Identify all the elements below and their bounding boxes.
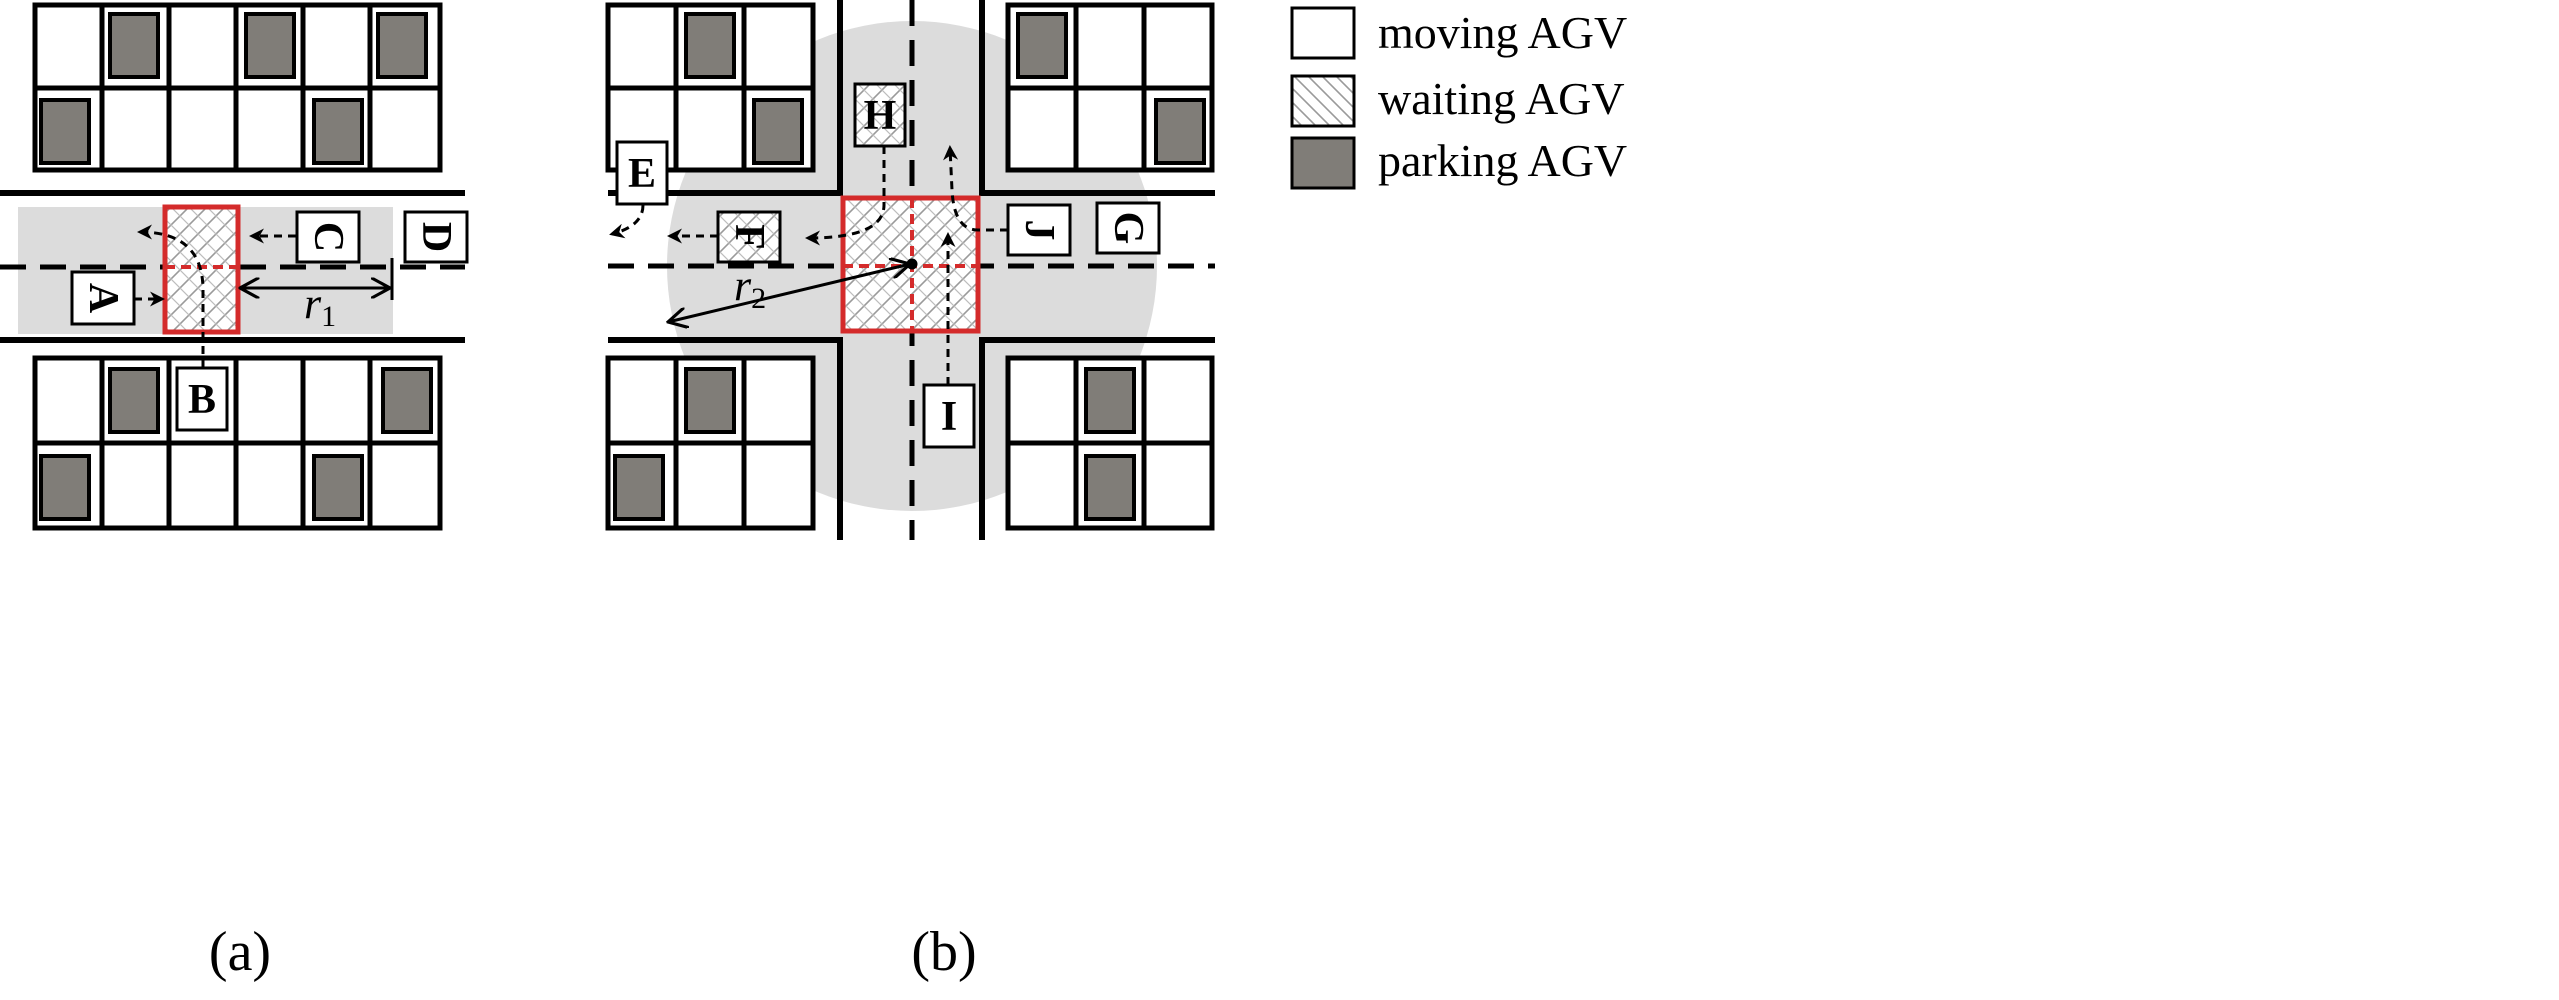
path-h [805, 146, 886, 246]
path-e [609, 204, 645, 239]
panel-b: r2 E F G H I [605, 0, 1215, 983]
parking-agv [1016, 12, 1068, 79]
panel-b-parking-agvs [613, 12, 1206, 521]
agv-h: H [853, 82, 907, 148]
svg-text:A: A [80, 283, 126, 314]
panel-a-parking-agvs [39, 12, 433, 521]
svg-text:G: G [1105, 212, 1151, 245]
svg-text:waiting AGV: waiting AGV [1378, 73, 1625, 124]
parking-agv [312, 98, 364, 165]
parking-agv [39, 98, 91, 165]
legend: moving AGV waiting AGV parking AGV [1290, 6, 1627, 190]
legend-item-moving: moving AGV [1290, 6, 1627, 60]
parking-agv [1154, 98, 1206, 165]
r1-label: r1 [304, 279, 336, 333]
svg-text:B: B [188, 377, 216, 423]
agv-d: D [403, 210, 469, 264]
parking-agv [108, 367, 160, 434]
agv-f: F [716, 210, 782, 264]
svg-text:D: D [413, 222, 459, 252]
panel-b-paths [609, 145, 1008, 385]
svg-text:H: H [864, 93, 897, 139]
path-j [943, 145, 1008, 232]
parking-agv [244, 12, 296, 79]
svg-text:E: E [628, 151, 656, 197]
panel-b-road-edges [608, 0, 1215, 540]
parking-agv [684, 367, 736, 434]
parking-agv [1084, 367, 1136, 434]
panel-a-top-parking-grid [32, 2, 443, 173]
agv-e: E [615, 140, 669, 206]
parking-agv [108, 12, 160, 79]
agv-j: J [1006, 203, 1072, 257]
parking-agv [613, 454, 665, 521]
panel-b-radius-r2 [668, 260, 918, 322]
svg-text:C: C [305, 222, 351, 252]
legend-item-parking: parking AGV [1290, 135, 1627, 190]
r2-label: r2 [734, 261, 766, 315]
svg-text:I: I [941, 394, 957, 440]
parking-agv [376, 12, 428, 79]
path-b [137, 224, 205, 368]
parking-agv [381, 367, 433, 434]
parking-agv [684, 12, 736, 79]
panel-a-radius-r1 [240, 258, 394, 300]
agv-i: I [922, 383, 976, 449]
caption-b: (b) [911, 921, 976, 983]
parking-agv [752, 98, 804, 165]
parking-agv [1084, 454, 1136, 521]
parking-agv [39, 454, 91, 521]
panel-a: r1 A B C D (a) [0, 2, 469, 983]
svg-text:F: F [726, 224, 772, 250]
svg-text:parking AGV: parking AGV [1378, 135, 1627, 186]
parking-agv [312, 454, 364, 521]
panel-a-paths [134, 224, 296, 368]
agv-g: G [1095, 201, 1161, 255]
agv-a: A [70, 270, 136, 326]
svg-text:moving AGV: moving AGV [1378, 7, 1627, 58]
caption-a: (a) [209, 921, 271, 983]
panel-a-bottom-parking-grid [32, 355, 443, 531]
legend-item-waiting: waiting AGV [1290, 73, 1625, 128]
agv-c: C [295, 210, 361, 264]
agv-b: B [175, 366, 229, 432]
svg-text:J: J [1016, 220, 1062, 241]
